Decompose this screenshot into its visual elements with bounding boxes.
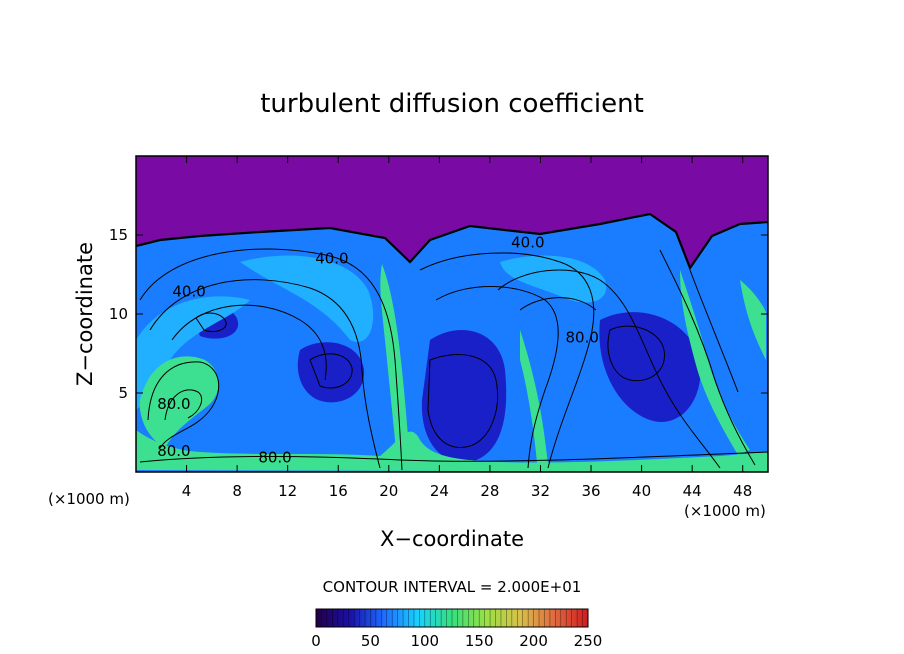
contour-label: 80.0 <box>258 449 291 467</box>
contour-boundary <box>136 212 768 271</box>
contour-lines <box>139 248 768 471</box>
x-tick-label: 48 <box>733 482 752 500</box>
colorbar-tick-label: 100 <box>410 632 439 650</box>
colorbar-tick-label: 0 <box>311 632 321 650</box>
contour-label: 40.0 <box>511 234 544 252</box>
contour-label: 40.0 <box>172 283 205 301</box>
colorbar-tick-label: 50 <box>361 632 380 650</box>
field-feature-high <box>136 430 768 472</box>
x-tick-label: 44 <box>683 482 702 500</box>
x-tick-label: 12 <box>278 482 297 500</box>
field-feature-low <box>421 330 507 463</box>
colorbar-tick-labels: 0 50 100 150 200 250 <box>311 632 602 650</box>
field-feature-mid <box>240 255 374 342</box>
x-unit-left: (×1000 m) <box>48 490 130 508</box>
x-axis-label: X−coordinate <box>380 527 524 551</box>
x-tick-label: 28 <box>480 482 499 500</box>
contour-label: 80.0 <box>565 328 598 346</box>
contour-interval-note: CONTOUR INTERVAL = 2.000E+01 <box>323 578 582 596</box>
contour-labels: 40.0 40.0 40.0 80.0 80.0 80.0 80.0 <box>157 234 599 467</box>
colorbar: 0 50 100 150 200 250 <box>311 608 602 650</box>
upper-boundary-layer <box>136 156 768 268</box>
field-feature-low <box>599 312 701 422</box>
field-feature-mid <box>136 296 250 410</box>
field-feature-high <box>520 330 549 472</box>
y-tick-label: 15 <box>109 226 128 244</box>
x-tick-label: 4 <box>182 482 192 500</box>
x-tick-label: 8 <box>232 482 242 500</box>
x-tick-label: 40 <box>632 482 651 500</box>
y-tick-label: 5 <box>118 384 128 402</box>
colorbar-tick-label: 150 <box>465 632 494 650</box>
x-axis-ticks: 4 8 12 16 20 24 28 32 36 40 44 48 <box>182 156 752 500</box>
field-feature-high <box>139 356 219 448</box>
x-tick-label: 16 <box>329 482 348 500</box>
x-unit-right: (×1000 m) <box>684 502 766 520</box>
chart-title: turbulent diffusion coefficient <box>260 89 644 119</box>
x-tick-label: 24 <box>430 482 449 500</box>
y-axis-ticks: 5 10 15 <box>109 226 768 402</box>
contour-label: 80.0 <box>157 442 190 460</box>
y-tick-label: 10 <box>109 305 128 323</box>
field-feature-mid <box>500 255 607 303</box>
y-axis-label: Z−coordinate <box>73 242 97 386</box>
contour-label: 80.0 <box>157 395 190 413</box>
field-feature-high <box>740 280 766 360</box>
field-features <box>136 255 768 472</box>
colorbar-tick-label: 200 <box>519 632 548 650</box>
x-tick-label: 32 <box>531 482 550 500</box>
contour-label: 40.0 <box>315 249 348 267</box>
x-tick-label: 20 <box>379 482 398 500</box>
plot-area: 40.0 40.0 40.0 80.0 80.0 80.0 80.0 <box>136 156 768 472</box>
colorbar-frame <box>315 608 589 628</box>
colorbar-tick-label: 250 <box>574 632 603 650</box>
colorbar-contour-marks <box>315 609 589 627</box>
x-tick-label: 36 <box>581 482 600 500</box>
